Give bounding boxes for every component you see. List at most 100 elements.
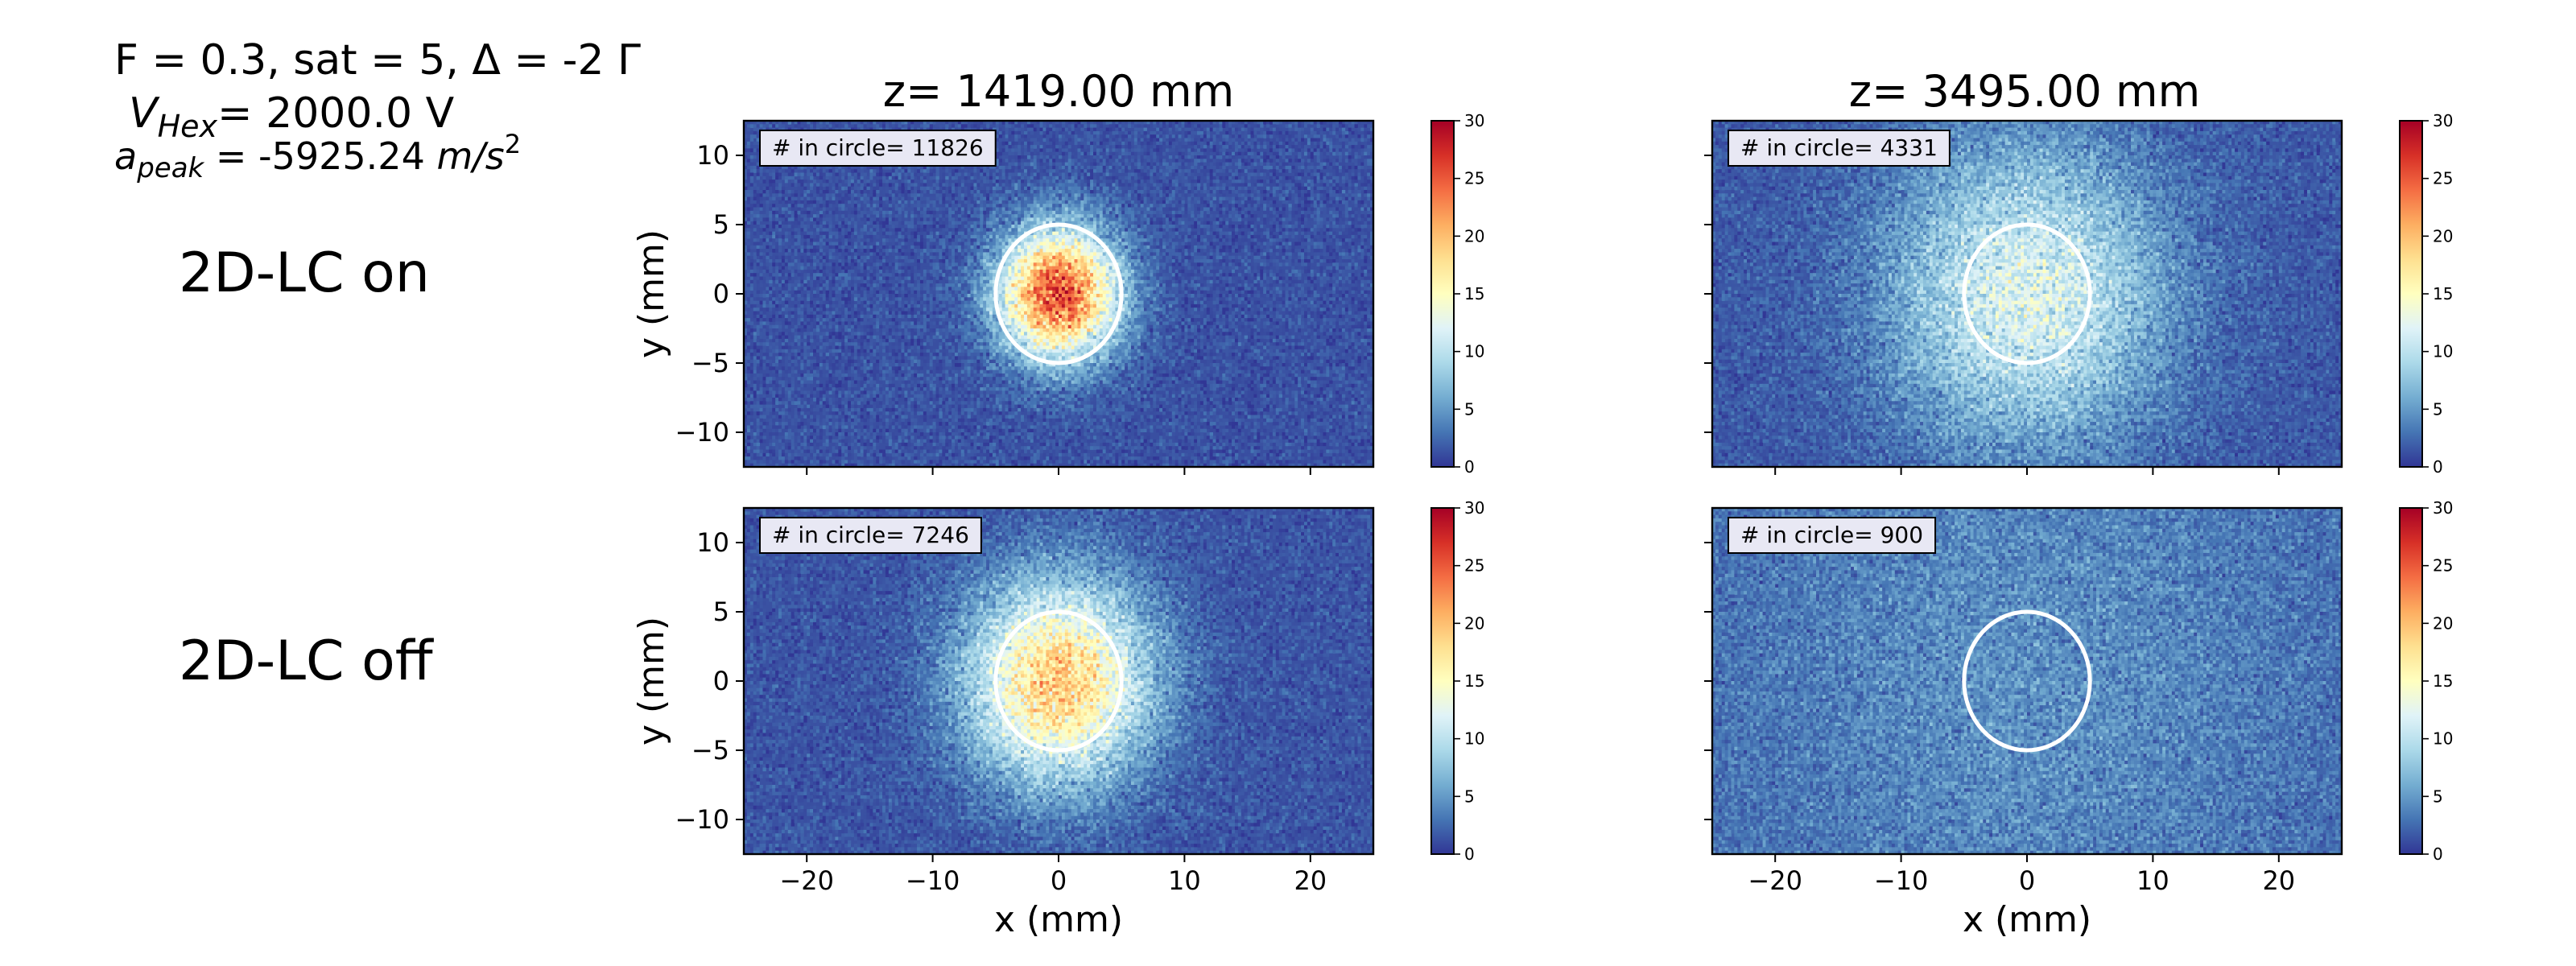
heatmap-cell <box>864 208 867 212</box>
heatmap-cell <box>1008 214 1011 218</box>
heatmap-cell <box>778 197 782 201</box>
heatmap-cell <box>1125 163 1128 167</box>
heatmap-cell <box>1253 148 1257 152</box>
heatmap-cell <box>886 183 889 187</box>
heatmap-cell <box>1109 217 1113 221</box>
heatmap-cell <box>1024 163 1027 167</box>
heatmap-cell <box>1266 142 1269 146</box>
heatmap-cell <box>766 200 769 204</box>
heatmap-cell <box>1273 124 1276 128</box>
heatmap-cell <box>1018 128 1021 132</box>
heatmap-cell <box>1106 197 1109 201</box>
heatmap-cell <box>1046 214 1049 218</box>
heatmap-cell <box>795 197 798 201</box>
heatmap-cell <box>1156 197 1159 201</box>
heatmap-cell <box>1018 124 1021 128</box>
heatmap-cell <box>1345 204 1348 208</box>
heatmap-cell <box>854 173 857 177</box>
heatmap-cell <box>983 211 986 215</box>
heatmap-cell <box>1179 176 1182 180</box>
heatmap-cell <box>1355 124 1358 128</box>
heatmap-cell <box>920 197 923 201</box>
heatmap-cell <box>1269 193 1273 197</box>
heatmap-cell <box>1355 197 1358 201</box>
heatmap-cell <box>795 200 798 204</box>
heatmap-cell <box>775 217 778 221</box>
heatmap-cell <box>1049 183 1052 187</box>
heatmap-cell <box>1207 169 1210 173</box>
heatmap-cell <box>1219 138 1222 142</box>
heatmap-cell <box>1090 152 1093 156</box>
heatmap-cell <box>958 197 961 201</box>
heatmap-cell <box>910 183 914 187</box>
heatmap-cell <box>1162 131 1166 135</box>
heatmap-cell <box>873 180 876 184</box>
heatmap-cell <box>1087 217 1090 221</box>
heatmap-cell <box>1263 163 1266 167</box>
heatmap-cell <box>1260 148 1263 152</box>
heatmap-cell <box>1317 159 1320 163</box>
heatmap-cell <box>1352 211 1355 215</box>
heatmap-cell <box>942 187 945 191</box>
heatmap-cell <box>1263 204 1266 208</box>
heatmap-cell <box>1304 190 1307 194</box>
heatmap-cell <box>1335 176 1339 180</box>
heatmap-cell <box>1024 159 1027 163</box>
heatmap-cell <box>1002 176 1005 180</box>
heatmap-cell <box>778 173 782 177</box>
heatmap-cell <box>1203 128 1207 132</box>
heatmap-cell <box>1071 131 1075 135</box>
heatmap-cell <box>923 176 927 180</box>
heatmap-cell <box>1298 128 1301 132</box>
heatmap-cell <box>747 208 750 212</box>
heatmap-cell <box>1144 173 1147 177</box>
heatmap-cell <box>945 180 948 184</box>
heatmap-cell <box>1087 148 1090 152</box>
heatmap-cell <box>1077 211 1080 215</box>
heatmap-cell <box>1345 187 1348 191</box>
heatmap-cell <box>1175 173 1179 177</box>
heatmap-cell <box>1121 211 1125 215</box>
heatmap-cell <box>803 204 807 208</box>
heatmap-cell <box>1253 145 1257 149</box>
heatmap-cell <box>1323 180 1326 184</box>
heatmap-cell <box>1367 204 1370 208</box>
heatmap-cell <box>1071 187 1075 191</box>
heatmap-cell <box>816 124 819 128</box>
heatmap-cell <box>1179 190 1182 194</box>
heatmap-cell <box>910 200 914 204</box>
heatmap-cell <box>889 211 892 215</box>
heatmap-cell <box>861 124 864 128</box>
heatmap-cell <box>1159 166 1162 170</box>
heatmap-cell <box>1286 159 1289 163</box>
heatmap-cell <box>1046 142 1049 146</box>
heatmap-cell <box>1367 134 1370 138</box>
heatmap-cell <box>1348 152 1352 156</box>
heatmap-cell <box>1219 155 1222 159</box>
heatmap-cell <box>1156 131 1159 135</box>
heatmap-cell <box>1187 155 1191 159</box>
heatmap-cell <box>898 208 902 212</box>
heatmap-cell <box>829 211 832 215</box>
heatmap-cell <box>1121 138 1125 142</box>
heatmap-cell <box>788 208 791 212</box>
heatmap-cell <box>1348 173 1352 177</box>
heatmap-cell <box>1291 134 1294 138</box>
heatmap-cell <box>976 214 980 218</box>
heatmap-cell <box>1355 169 1358 173</box>
heatmap-cell <box>1118 180 1121 184</box>
heatmap-cell <box>1279 138 1282 142</box>
heatmap-cell <box>1075 180 1078 184</box>
heatmap-cell <box>961 204 964 208</box>
heatmap-cell <box>1304 211 1307 215</box>
heatmap-cell <box>1191 148 1194 152</box>
heatmap-cell <box>1301 124 1304 128</box>
heatmap-cell <box>1046 173 1049 177</box>
heatmap-cell <box>927 211 930 215</box>
heatmap-cell <box>1210 176 1213 180</box>
heatmap-cell <box>1273 193 1276 197</box>
heatmap-cell <box>1364 134 1367 138</box>
heatmap-cell <box>1027 152 1030 156</box>
heatmap-cell <box>1194 124 1197 128</box>
heatmap-cell <box>1200 159 1203 163</box>
